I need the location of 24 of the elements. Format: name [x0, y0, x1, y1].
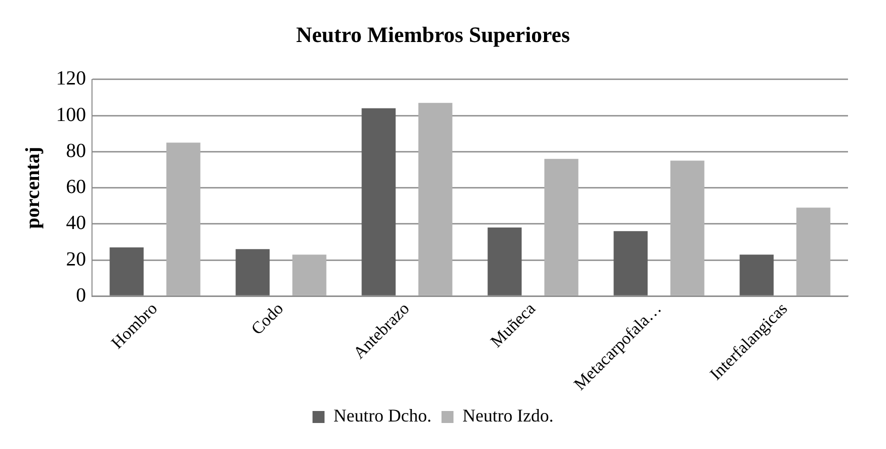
legend-label: Neutro Dcho. — [334, 406, 432, 426]
legend-label: Neutro Izdo. — [462, 406, 554, 426]
bar — [670, 160, 704, 296]
bar — [166, 142, 200, 296]
bar — [614, 231, 648, 296]
bar — [362, 108, 396, 296]
y-tick-label: 0 — [76, 284, 86, 306]
bar — [110, 247, 144, 296]
chart-title: Neutro Miembros Superiores — [296, 22, 570, 47]
bar — [292, 254, 326, 296]
y-tick-label: 20 — [66, 248, 86, 270]
y-tick-label: 60 — [66, 176, 86, 198]
bar — [544, 158, 578, 296]
y-tick-label: 120 — [56, 68, 86, 90]
x-tick-label: Codo — [248, 298, 287, 338]
y-tick-label: 100 — [56, 104, 86, 126]
y-tick-label: 80 — [66, 140, 86, 162]
bar — [796, 208, 830, 296]
y-tick-label: 40 — [66, 212, 86, 234]
y-axis-title: porcentaj — [22, 146, 44, 229]
bar — [740, 254, 774, 296]
bar — [236, 249, 270, 296]
bar — [488, 228, 522, 296]
bar — [418, 102, 452, 296]
